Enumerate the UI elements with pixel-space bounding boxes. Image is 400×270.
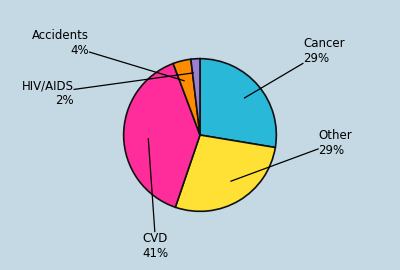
Text: Accidents
4%: Accidents 4% xyxy=(32,29,184,81)
Wedge shape xyxy=(200,59,276,147)
Text: HIV/AIDS
2%: HIV/AIDS 2% xyxy=(22,73,194,107)
Wedge shape xyxy=(124,63,200,207)
Text: CVD
41%: CVD 41% xyxy=(143,139,169,260)
Text: Other
29%: Other 29% xyxy=(231,129,352,181)
Text: Cancer
29%: Cancer 29% xyxy=(244,37,345,98)
Wedge shape xyxy=(173,59,200,135)
Wedge shape xyxy=(175,135,275,211)
Wedge shape xyxy=(191,59,200,135)
